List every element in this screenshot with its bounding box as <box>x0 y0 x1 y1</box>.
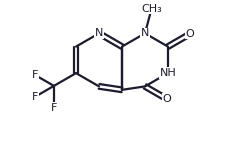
Text: O: O <box>163 94 172 104</box>
Text: NH: NH <box>160 68 176 78</box>
Text: N: N <box>141 28 149 38</box>
Text: F: F <box>32 70 38 80</box>
Text: F: F <box>51 103 57 112</box>
Text: O: O <box>186 29 194 39</box>
Text: N: N <box>95 28 103 38</box>
Text: CH₃: CH₃ <box>141 4 162 14</box>
Text: F: F <box>32 92 38 102</box>
